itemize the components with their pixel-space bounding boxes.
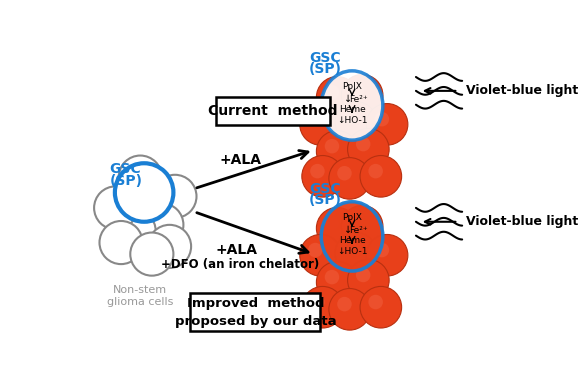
Circle shape (308, 243, 323, 257)
Text: ↓HO-1: ↓HO-1 (337, 116, 367, 126)
Text: PpIX: PpIX (342, 82, 362, 91)
Circle shape (360, 286, 402, 328)
Circle shape (94, 186, 137, 229)
Circle shape (153, 175, 197, 218)
Text: PpIX: PpIX (342, 213, 362, 222)
Circle shape (375, 243, 389, 257)
Circle shape (329, 288, 370, 330)
Circle shape (300, 234, 341, 276)
Circle shape (356, 137, 370, 151)
Circle shape (337, 166, 352, 181)
Circle shape (316, 77, 358, 118)
Circle shape (308, 112, 323, 126)
Text: Fe²⁺: Fe²⁺ (349, 95, 367, 104)
Circle shape (356, 268, 370, 282)
Circle shape (302, 286, 343, 328)
Circle shape (325, 216, 339, 230)
Circle shape (325, 85, 339, 99)
Circle shape (300, 104, 341, 145)
Circle shape (115, 163, 173, 222)
Circle shape (316, 131, 358, 172)
Text: Heme: Heme (339, 236, 366, 245)
Circle shape (316, 261, 358, 303)
Circle shape (369, 295, 383, 309)
Circle shape (329, 157, 370, 199)
Text: +ALA: +ALA (220, 153, 261, 167)
Text: GSC: GSC (110, 162, 141, 176)
Circle shape (325, 270, 339, 285)
Circle shape (310, 295, 325, 309)
Circle shape (140, 203, 183, 246)
Circle shape (310, 164, 325, 178)
Circle shape (130, 233, 173, 276)
Circle shape (348, 259, 389, 301)
Circle shape (113, 209, 156, 253)
FancyBboxPatch shape (190, 293, 321, 331)
Text: Fe²⁺: Fe²⁺ (349, 226, 367, 235)
Text: GSC: GSC (309, 182, 341, 196)
Circle shape (302, 156, 343, 197)
Text: ↓: ↓ (344, 94, 352, 104)
Text: +DFO (an iron chelator): +DFO (an iron chelator) (161, 258, 319, 271)
Text: ↓: ↓ (344, 225, 352, 235)
Circle shape (366, 234, 408, 276)
Circle shape (335, 102, 377, 143)
Text: Violet-blue light: Violet-blue light (466, 84, 578, 97)
Circle shape (369, 164, 383, 178)
Circle shape (337, 297, 352, 311)
Text: +ALA: +ALA (215, 243, 258, 257)
Text: Improved  method
proposed by our data: Improved method proposed by our data (174, 297, 336, 328)
Circle shape (366, 104, 408, 145)
Circle shape (360, 156, 402, 197)
Circle shape (325, 139, 339, 154)
Circle shape (341, 205, 383, 247)
Ellipse shape (321, 71, 383, 140)
Circle shape (375, 112, 389, 126)
Text: Non-stem
glioma cells: Non-stem glioma cells (107, 285, 174, 307)
Circle shape (316, 208, 358, 249)
Ellipse shape (321, 202, 383, 271)
Text: Heme: Heme (339, 105, 366, 114)
Circle shape (119, 156, 162, 199)
Text: Violet-blue light: Violet-blue light (466, 215, 578, 228)
Text: GSC: GSC (309, 51, 341, 65)
Circle shape (148, 225, 191, 268)
Circle shape (350, 83, 364, 97)
Text: (SP): (SP) (110, 174, 143, 188)
Text: ↓HO-1: ↓HO-1 (337, 247, 367, 256)
Text: (SP): (SP) (309, 62, 342, 76)
Text: Current  method: Current method (208, 104, 338, 118)
Circle shape (99, 221, 143, 264)
Circle shape (335, 233, 377, 274)
Circle shape (343, 241, 358, 255)
FancyBboxPatch shape (216, 97, 330, 125)
Text: (SP): (SP) (309, 193, 342, 207)
Circle shape (341, 74, 383, 116)
Circle shape (348, 129, 389, 170)
Circle shape (343, 110, 358, 124)
Circle shape (350, 214, 364, 228)
